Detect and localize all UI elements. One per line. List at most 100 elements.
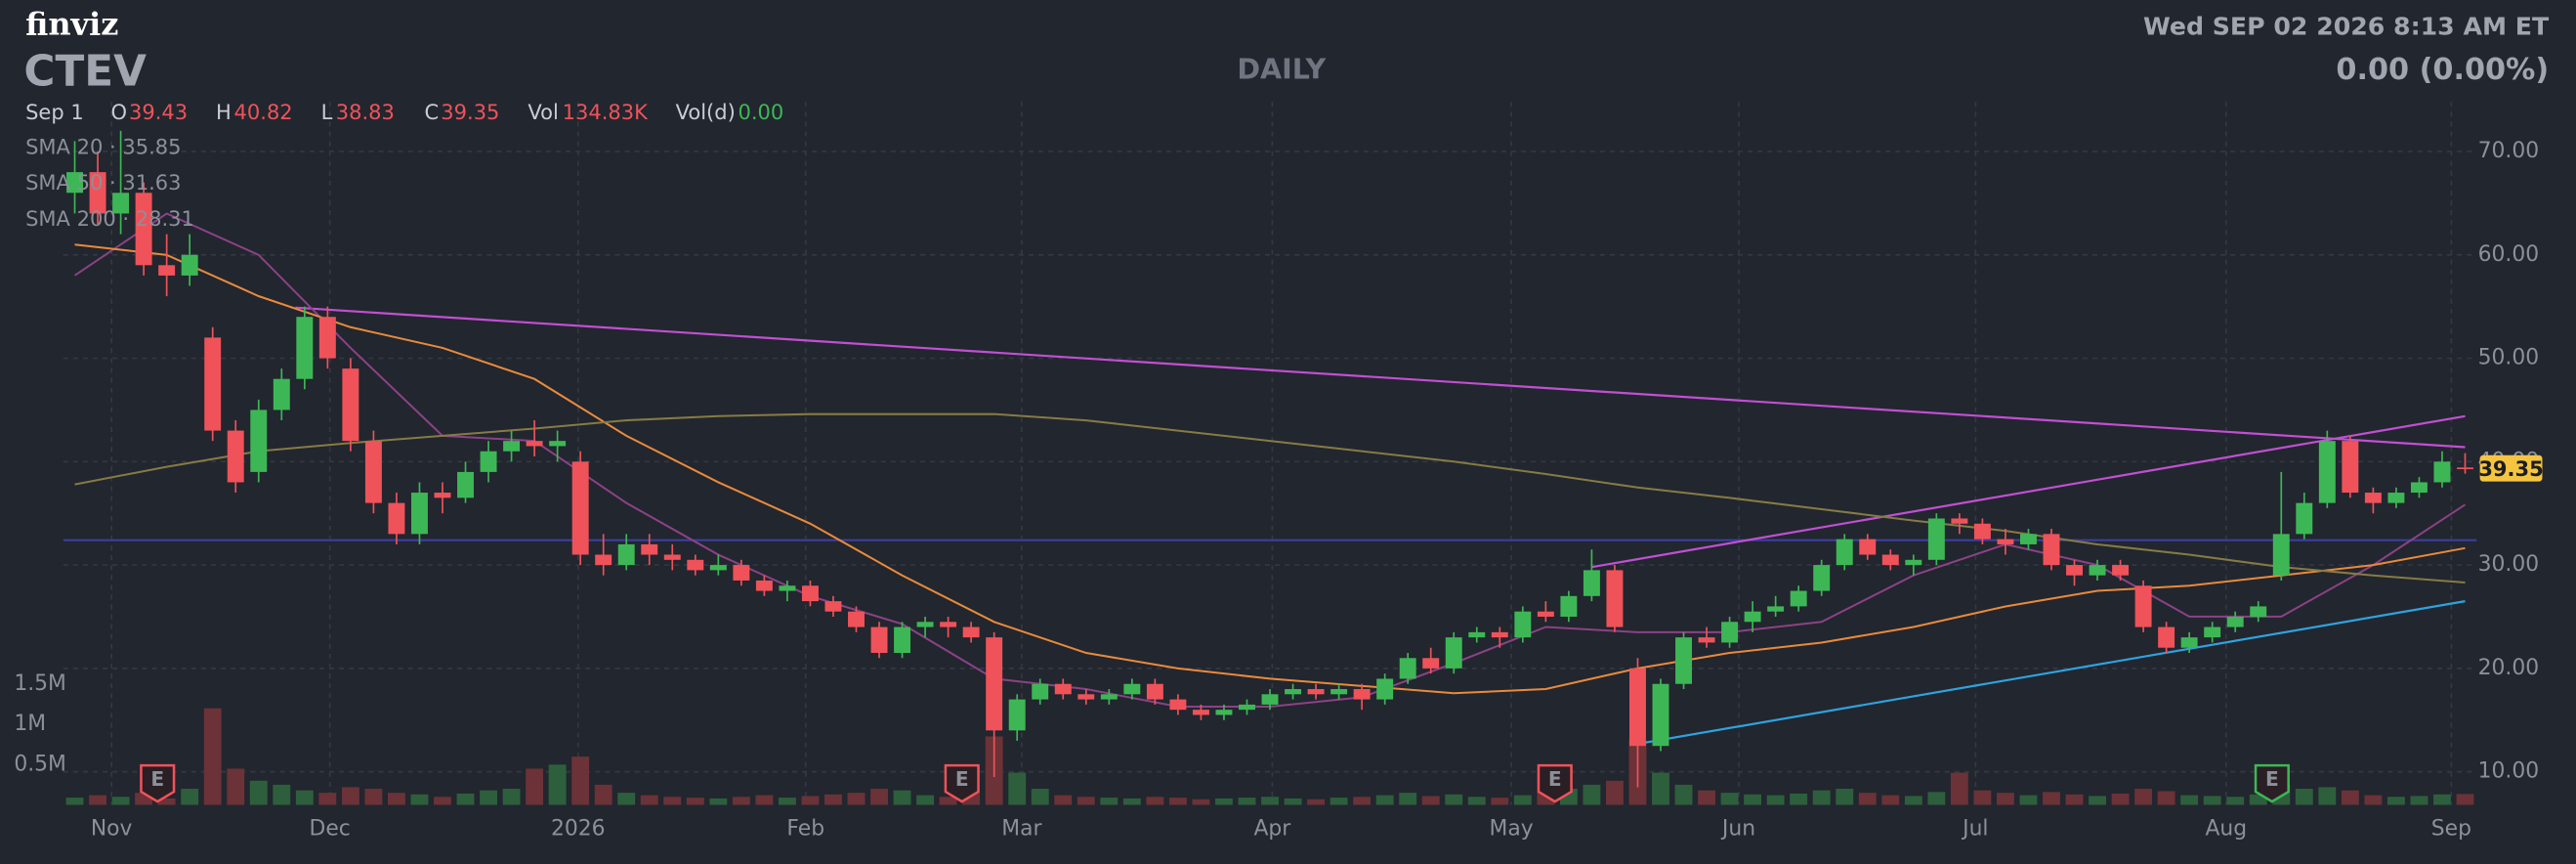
candle-body [1859, 539, 1877, 555]
volume-bar [1698, 790, 1715, 805]
price-badge [2479, 454, 2543, 482]
volume-bar [1445, 794, 1463, 805]
volume-bar [157, 798, 176, 805]
volume-bar [2386, 797, 2405, 805]
sma-name: SMA 20 [25, 135, 103, 158]
volume-tick-label: 0.5M [14, 752, 66, 776]
candle-body [1583, 570, 1600, 596]
volume-bar [273, 784, 291, 805]
volume-bar [755, 795, 774, 805]
candle-body [2204, 626, 2221, 638]
candle-body [2043, 534, 2060, 566]
volume-tick-label: 1M [14, 712, 46, 736]
candle-body [388, 502, 405, 535]
candle-body [342, 368, 359, 442]
volume-bar [65, 798, 84, 805]
candle-body [2410, 482, 2428, 494]
candle-body [641, 543, 658, 555]
candle-body [1560, 595, 1578, 617]
volume-bar [870, 789, 888, 805]
volume-bar [111, 797, 130, 805]
volume-bar [480, 790, 497, 805]
timeframe[interactable]: DAILY [1237, 52, 1326, 85]
volume-bar [1950, 772, 1968, 805]
volume-bar [1513, 795, 1532, 805]
x-tick-label: Nov [91, 817, 133, 842]
volume-bar [617, 793, 636, 805]
candle-body [1422, 658, 1440, 669]
volume-bar [1031, 789, 1049, 805]
candle-body [1330, 689, 1348, 695]
volume-bar [2433, 794, 2451, 805]
candle-body [2158, 626, 2175, 648]
candle-body [410, 493, 428, 535]
candle-body [2318, 441, 2336, 503]
volume-bar [2180, 795, 2199, 805]
candle-body [824, 601, 842, 612]
volume-bar [709, 798, 728, 805]
volume-bar [1284, 798, 1302, 805]
trendline [1637, 600, 2466, 746]
sma-legend: SMA 200 · 28.31 [25, 207, 194, 231]
candle-body [2226, 616, 2244, 627]
candle-body [1445, 637, 1462, 669]
legend-label: O [111, 101, 128, 124]
candle-body [204, 337, 222, 431]
x-tick-label: Sep [2431, 817, 2471, 842]
legend-label: C [425, 101, 440, 124]
candle-body [894, 626, 911, 654]
volume-bar [2134, 789, 2153, 805]
candle-body [1169, 699, 1187, 711]
datetime: Wed SEP 02 2026 8:13 AM ET [2143, 13, 2550, 41]
x-tick-label: May [1489, 817, 1533, 842]
candle-body [801, 585, 819, 602]
volume-bar [847, 793, 866, 805]
volume-bar [1353, 797, 1372, 805]
volume-bar [1881, 795, 1900, 805]
volume-bar [1927, 792, 1946, 805]
candle-body [1215, 710, 1233, 715]
candle-body [2433, 461, 2451, 483]
volume-bar [1790, 793, 1808, 805]
volume-bar [1008, 772, 1027, 805]
candle-body [962, 626, 980, 638]
event-label: E [150, 767, 164, 791]
volume-bar [1238, 798, 1256, 805]
price-badge-label: 39.35 [2478, 457, 2543, 481]
candle-body [986, 637, 1003, 731]
separator: · [122, 207, 129, 231]
volume-bar [1375, 795, 1394, 805]
volume-bar [2065, 794, 2084, 805]
x-tick-label: Feb [786, 817, 824, 842]
sma-value: 31.63 [122, 171, 181, 194]
volume-bar [318, 793, 337, 805]
volume-bar [1674, 784, 1693, 805]
sma-name: SMA 200 [25, 207, 116, 231]
candle-body [526, 441, 543, 447]
candle-body [1032, 683, 1049, 700]
candle-body [2089, 565, 2106, 576]
legend-value: 134.83K [563, 101, 649, 124]
volume-bar [1168, 798, 1187, 805]
candle-body [2364, 493, 2382, 503]
logo[interactable]: finviz [25, 5, 118, 42]
volume-bar [2318, 787, 2337, 805]
volume-bar [640, 795, 658, 805]
candle-body [571, 461, 589, 555]
volume-bar [2341, 790, 2359, 805]
candle-body [135, 193, 152, 266]
x-tick-label: Mar [1001, 817, 1041, 842]
candle-body [89, 172, 106, 214]
candle-body [1652, 683, 1669, 747]
volume-bar [1146, 797, 1164, 805]
candle-body [296, 317, 314, 379]
candle-body [779, 585, 796, 591]
trendline [295, 306, 2466, 449]
volume-bar [2157, 791, 2175, 805]
volume-bar [1973, 790, 1992, 805]
price-change: 0.00 (0.00%) [2336, 53, 2549, 87]
sma-legend: SMA 50 · 31.63 [25, 171, 181, 194]
volume-bar [1215, 798, 1233, 805]
candle-body [1123, 683, 1141, 695]
